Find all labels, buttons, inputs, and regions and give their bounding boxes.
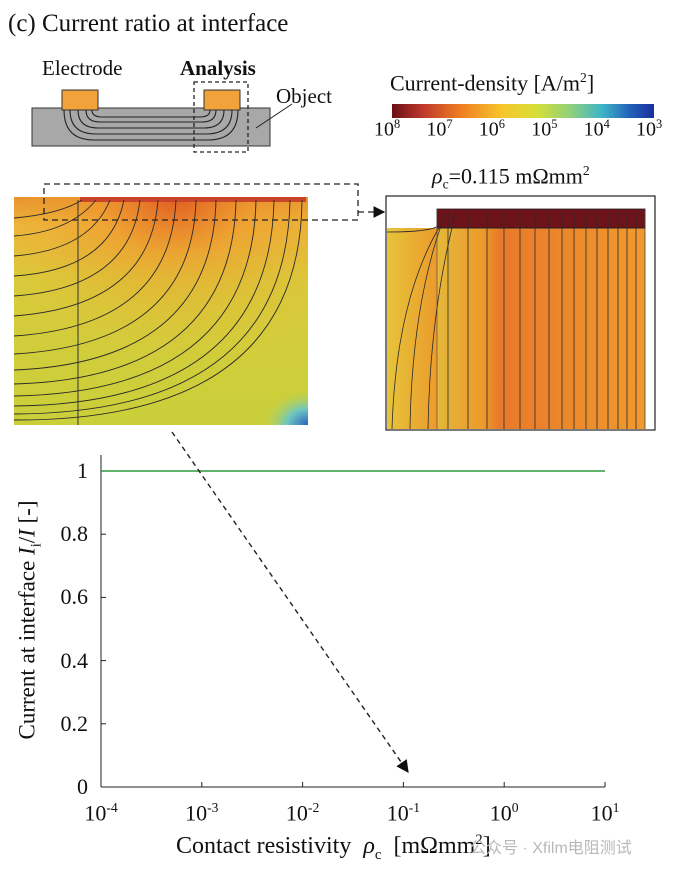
y-tick-label: 0.8 [60, 521, 89, 547]
x-tick-label: 10-3 [185, 800, 219, 826]
colorbar-tick-label: 104 [583, 117, 610, 141]
analysis-label: Analysis [180, 56, 256, 80]
electrode-right [203, 89, 241, 111]
ylabel-var1: I [14, 547, 40, 555]
x-tick-label: 10-4 [84, 800, 118, 826]
ylabel-slash: / [14, 536, 40, 544]
y-tick-label: 0.2 [60, 710, 89, 736]
electrode-left [61, 89, 99, 111]
zoom-current-lines [386, 211, 637, 430]
y-tick-label: 0.6 [60, 584, 89, 610]
y-tick-label: 1 [77, 458, 88, 483]
field-plot-main [13, 197, 308, 425]
y-axis-label: Current at interface Ii/I [-] [15, 501, 46, 740]
x-tick-label: 101 [590, 800, 620, 826]
colorbar-tick-label: 108 [374, 117, 401, 141]
object-leader-line [255, 103, 293, 129]
y-tick-label: 0.4 [60, 647, 89, 673]
schematic-current-lines [63, 109, 239, 141]
rho-symbol: ρ [432, 163, 443, 189]
main-zoom-region [43, 183, 359, 221]
xlabel-unit-sup: 2 [475, 832, 483, 848]
xlabel-unit-close: ] [482, 833, 491, 859]
x-tick-label: 10-2 [285, 800, 320, 826]
xlabel-text: Contact resistivity [176, 833, 352, 859]
colorbar-tick-label: 103 [636, 117, 663, 141]
rho-sup: 2 [582, 163, 590, 178]
ylabel-unit: [-] [14, 500, 40, 530]
current-ratio-chart [100, 455, 606, 788]
colorbar-tick-label: 107 [426, 117, 453, 141]
pointer-arrow [171, 431, 409, 774]
object-label: Object [276, 84, 332, 108]
xlabel-sub: c [374, 846, 382, 863]
colorbar [392, 104, 654, 118]
ylabel-sub: i [28, 543, 45, 548]
rho-sub: c [442, 176, 449, 192]
x-tick-label: 10-1 [386, 800, 421, 826]
main-electrode-strip [80, 197, 306, 202]
analysis-region [193, 81, 249, 153]
field-plot-zoom [385, 195, 656, 431]
y-tick-label: 0 [77, 774, 88, 799]
x-tick-label: 100 [489, 800, 519, 826]
colorbar-tick-label: 105 [531, 117, 558, 141]
watermark: 公众号 · Xfilm电阻测试 [470, 840, 632, 857]
colorbar-title-text: Current-density [A/m [390, 70, 581, 96]
figure-title: (c) Current ratio at interface [8, 10, 289, 37]
colorbar-title-sup: 2 [580, 70, 587, 85]
colorbar-title-close: ] [586, 70, 595, 96]
xlabel-symbol: ρ [363, 833, 375, 859]
schematic [31, 81, 293, 153]
ylabel-var2: I [14, 529, 40, 537]
x-axis-label: Contact resistivity ρc [mΩmm2] [176, 832, 491, 864]
colorbar-tick-label: 106 [478, 117, 505, 141]
rho-value: =0.115 mΩmm [448, 163, 583, 189]
xlabel-unit-open: [mΩmm [393, 833, 476, 859]
ylabel-prefix: Current at interface [14, 554, 40, 740]
zoom-rho-label: ρc=0.115 mΩmm2 [432, 163, 590, 193]
electrode-label: Electrode [42, 56, 123, 80]
colorbar-title: Current-density [A/m2] [390, 70, 594, 96]
